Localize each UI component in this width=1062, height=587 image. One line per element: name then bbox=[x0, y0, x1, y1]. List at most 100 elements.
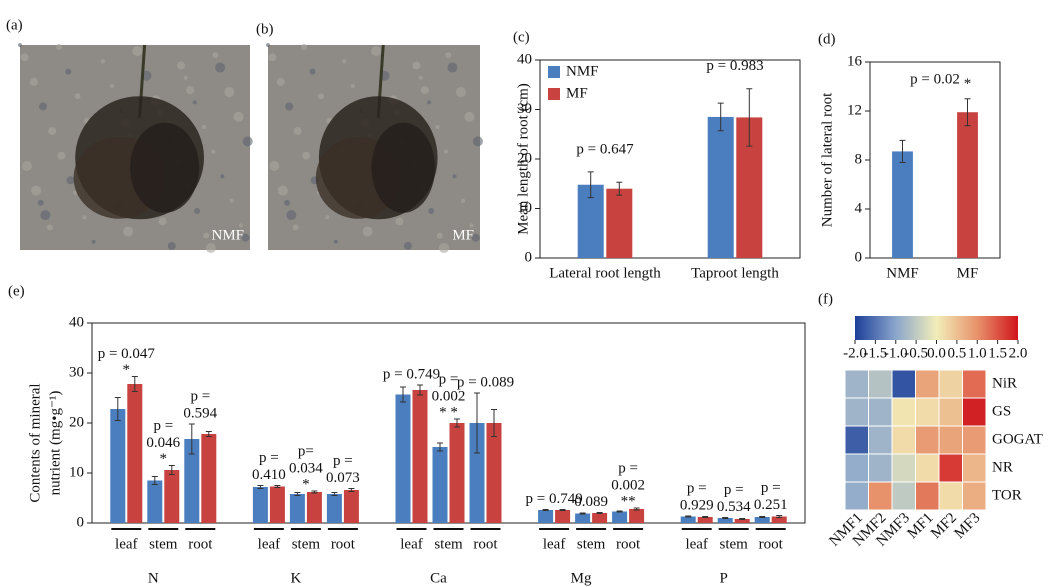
y-tick-label: 12 bbox=[847, 102, 862, 118]
soil-speck bbox=[276, 77, 285, 86]
error-bar bbox=[722, 517, 729, 519]
error-bar bbox=[964, 98, 971, 127]
p-value: p = bbox=[761, 480, 781, 496]
soil-speck bbox=[40, 210, 51, 221]
error-bar bbox=[596, 512, 603, 514]
soil-speck bbox=[436, 232, 443, 239]
y-tick-label: 0 bbox=[525, 249, 533, 265]
bar bbox=[717, 518, 733, 523]
y-tick-label: 20 bbox=[69, 414, 84, 430]
p-value: p = 0.749 bbox=[383, 366, 440, 382]
heatmap-cell bbox=[868, 481, 893, 511]
bar bbox=[575, 513, 591, 523]
soil-speck bbox=[266, 43, 270, 47]
heatmap-cell bbox=[938, 453, 963, 483]
error-bar bbox=[559, 509, 566, 511]
error-bar bbox=[474, 392, 480, 454]
soil-speck bbox=[66, 176, 75, 185]
soil-speck bbox=[110, 84, 114, 88]
panel-label: (c) bbox=[513, 29, 530, 45]
bar bbox=[957, 112, 978, 258]
soil-speck bbox=[46, 224, 53, 231]
soil-speck bbox=[333, 239, 338, 244]
heatmap-cell bbox=[962, 369, 987, 399]
soil-speck bbox=[469, 223, 474, 228]
heatmap-cell bbox=[915, 481, 940, 511]
x-tick-label: Taproot length bbox=[691, 265, 779, 281]
soil-speck bbox=[39, 102, 47, 111]
p-value: p = 0.02 bbox=[910, 71, 960, 87]
error-bar bbox=[348, 488, 355, 492]
soil-speck bbox=[428, 208, 435, 215]
error-bar bbox=[491, 409, 497, 437]
heatmap-cell bbox=[938, 481, 963, 511]
bar bbox=[606, 188, 633, 258]
colorbar-tick-label: 0.0 bbox=[927, 345, 946, 361]
error-bar bbox=[759, 516, 766, 518]
error-bar bbox=[717, 102, 724, 132]
y-axis-label: nutrient (mg•g⁻¹) bbox=[47, 391, 63, 496]
x-tick-label: leaf bbox=[258, 536, 280, 552]
bar bbox=[326, 494, 342, 523]
root-mass bbox=[371, 122, 436, 213]
group-label: Ca bbox=[430, 570, 447, 586]
p-value: p = bbox=[724, 482, 744, 498]
soil-speck bbox=[20, 53, 29, 62]
soil-speck bbox=[362, 226, 373, 237]
error-bar bbox=[114, 397, 121, 421]
heatmap-cell bbox=[891, 425, 916, 455]
row-label: NR bbox=[992, 459, 1013, 475]
bar bbox=[707, 116, 734, 258]
error-bar bbox=[331, 492, 338, 496]
soil-speck bbox=[37, 199, 44, 206]
bar bbox=[629, 509, 645, 523]
soil-speck bbox=[471, 233, 480, 242]
soil-speck bbox=[418, 75, 423, 80]
photo-label: NMF bbox=[211, 227, 244, 243]
bar bbox=[449, 423, 465, 523]
heatmap-cell bbox=[938, 369, 963, 399]
soil-speck bbox=[229, 198, 234, 203]
bar bbox=[469, 423, 485, 523]
soil-speck bbox=[452, 174, 457, 179]
p-value: 0.002 bbox=[432, 388, 466, 404]
p-value: 0.089 bbox=[574, 494, 608, 510]
bar bbox=[680, 516, 696, 523]
p-value: 0.073 bbox=[326, 470, 360, 486]
heatmap-cell bbox=[891, 397, 916, 427]
soil-speck bbox=[292, 224, 299, 231]
colorbar-tick-label: -0.5 bbox=[904, 345, 928, 361]
error-bar bbox=[616, 181, 623, 196]
x-tick-label: NMF bbox=[886, 265, 919, 281]
row-label: GS bbox=[992, 403, 1011, 419]
x-tick-label: stem bbox=[292, 536, 321, 552]
error-bar bbox=[274, 485, 281, 488]
soil-speck bbox=[435, 125, 440, 129]
error-bar bbox=[168, 465, 175, 475]
x-tick-label: leaf bbox=[543, 536, 565, 552]
soil-speck bbox=[56, 44, 63, 51]
p-value: 0.002 bbox=[611, 477, 645, 493]
significance: * bbox=[160, 451, 168, 467]
soil-speck bbox=[242, 136, 253, 147]
heatmap-cell bbox=[868, 397, 893, 427]
soil-speck bbox=[268, 53, 277, 62]
group-label: P bbox=[720, 570, 728, 586]
bar bbox=[289, 494, 305, 523]
y-tick-label: 10 bbox=[69, 464, 84, 480]
heatmap-cell bbox=[938, 425, 963, 455]
y-tick-label: 20 bbox=[517, 150, 532, 166]
soil-speck bbox=[284, 199, 291, 206]
soil-speck bbox=[325, 215, 330, 220]
panel-label: (b) bbox=[256, 21, 274, 37]
soil-speck bbox=[21, 160, 32, 171]
bar bbox=[269, 486, 285, 523]
y-tick-label: 30 bbox=[517, 101, 532, 117]
x-tick-label: root bbox=[616, 536, 641, 552]
bar bbox=[110, 409, 126, 523]
colorbar-tick-label: -1.5 bbox=[864, 345, 888, 361]
colorbar bbox=[855, 316, 1018, 340]
bar bbox=[127, 384, 143, 523]
panel-label: (d) bbox=[818, 31, 836, 47]
